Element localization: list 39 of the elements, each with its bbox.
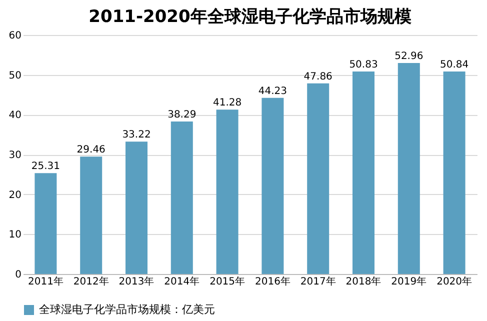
bar: [170, 121, 193, 274]
x-tick-label: 2014年: [164, 276, 200, 288]
data-label: 52.96: [394, 51, 424, 62]
y-tick-label: 10: [8, 230, 22, 241]
y-tick-label: 40: [8, 110, 22, 122]
chart-title: 2011-2020年全球湿电子化学品市场规模: [88, 7, 412, 27]
y-tick-label: 60: [8, 30, 22, 42]
x-tick-label: 2018年: [346, 276, 382, 288]
bar: [443, 71, 466, 274]
bar: [80, 156, 102, 274]
x-tick-label: 2012年: [73, 276, 109, 288]
x-tick-label: 2013年: [118, 276, 154, 288]
x-tick-label: 2020年: [436, 276, 472, 288]
x-tick-label: 2015年: [210, 276, 246, 288]
data-label: 38.29: [168, 109, 196, 120]
data-label: 33.22: [122, 130, 151, 141]
bar: [307, 83, 330, 274]
data-label: 25.31: [31, 161, 60, 172]
x-tick-label: 2019年: [391, 276, 427, 288]
x-tick-label: 2016年: [254, 276, 290, 288]
data-label: 50.83: [349, 60, 378, 71]
x-tick-label: 2017年: [300, 276, 336, 288]
y-tick-label: 20: [8, 190, 22, 201]
data-label: 50.84: [440, 59, 469, 70]
legend-label: 全球湿电子化学品市场规模：亿美元: [39, 303, 215, 316]
y-tick-label: 0: [15, 270, 22, 280]
bar: [262, 98, 284, 274]
y-tick-label: 50: [8, 70, 22, 82]
data-label: 47.86: [304, 71, 332, 82]
bar: [398, 63, 420, 274]
y-tick-label: 30: [8, 150, 22, 161]
bar: [126, 142, 148, 274]
data-label: 29.46: [76, 144, 106, 156]
data-label: 41.28: [212, 98, 242, 109]
x-tick-label: 2011年: [28, 276, 64, 288]
data-label: 44.23: [258, 86, 288, 97]
bar: [34, 173, 57, 274]
bar: [352, 72, 374, 274]
bar: [216, 110, 238, 274]
